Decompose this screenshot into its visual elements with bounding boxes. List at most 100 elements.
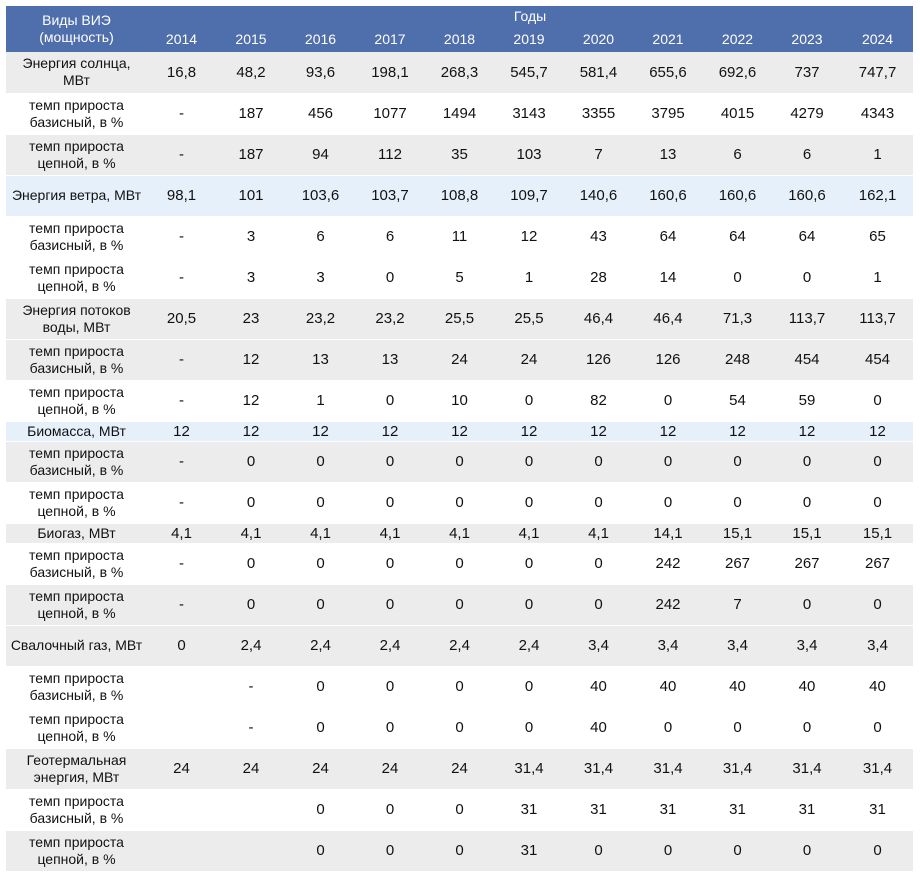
cell-2017: 24 <box>381 760 399 777</box>
cell-2020: 3,4 <box>588 637 609 654</box>
cell-2014: 20,5 <box>166 310 197 327</box>
cell-2024: 1 <box>873 146 882 163</box>
cell-2021: 31 <box>659 801 677 818</box>
table-body: Энергия солнца, МВт 16,8 48,2 93,6 198,1 268,… <box>6 52 914 871</box>
growth-rate-row: темп прироста цепной, в % - 0 0 0 0 0 0 242 7 0 0 <box>6 584 914 625</box>
cell-2023: 267 <box>794 555 820 572</box>
energy-row: Энергия ветра, МВт 98,1 101 103,6 103,7 108,8… <box>6 175 914 216</box>
cell-2023: 0 <box>802 842 812 859</box>
cell-2019: 1 <box>524 269 534 286</box>
row-label: темп прироста базисный, в % <box>29 669 124 703</box>
cell-2018: 0 <box>455 719 464 736</box>
cell-2015: 0 <box>246 494 256 511</box>
cell-2018: 108,8 <box>440 187 479 204</box>
cell-2019: 31 <box>520 842 538 859</box>
cell-2017: 13 <box>381 351 399 368</box>
cell-2015: 4,1 <box>240 524 262 542</box>
growth-rate-row: темп прироста базисный, в % - 12 13 13 24 24 12… <box>6 339 914 380</box>
cell-2018: 268,3 <box>440 63 479 81</box>
cell-2015: 24 <box>242 760 260 777</box>
cell-2023: 0 <box>802 269 812 286</box>
cell-2015: 12 <box>242 392 260 409</box>
cell-2017: 23,2 <box>375 310 405 327</box>
cell-2015: 0 <box>246 453 256 470</box>
row-label: Биомасса, МВт <box>27 422 126 439</box>
cell-2020: 31 <box>590 801 607 818</box>
cell-2024: 0 <box>873 596 882 613</box>
cell-2024: 40 <box>869 678 886 695</box>
cell-2016: 93,6 <box>305 63 336 81</box>
cell-2018: 0 <box>455 596 464 613</box>
cell-2024: 267 <box>865 555 891 572</box>
cell-2015: 23 <box>242 310 260 327</box>
cell-2024: 0 <box>873 392 882 409</box>
row-label: Энергия солнца, МВт <box>22 55 131 89</box>
energy-row: Биогаз, МВт 4,1 4,1 4,1 4,1 4,1 4,1 4,1 14,1 15,1… <box>6 523 914 543</box>
cell-2019: 2,4 <box>518 637 540 654</box>
cell-2020: 28 <box>590 269 607 286</box>
cell-2016: 456 <box>307 105 334 122</box>
cell-2023: 40 <box>798 678 816 695</box>
cell-2022: 6 <box>733 146 742 163</box>
cell-2016: 12 <box>312 422 329 440</box>
cell-2019: 103 <box>516 146 542 163</box>
growth-rate-row: темп прироста базисный, в % - 187 456 1077 14… <box>6 93 914 134</box>
cell-2022: 3,4 <box>727 637 748 654</box>
cell-2024: 0 <box>873 494 882 511</box>
cell-2017: 0 <box>385 719 395 736</box>
cell-2019: 0 <box>524 494 534 511</box>
cell-2021: 0 <box>663 842 673 859</box>
cell-2024: 15,1 <box>862 524 893 542</box>
cell-2022: 71,3 <box>722 310 753 327</box>
cell-2017: 0 <box>385 453 395 470</box>
cell-2014: - <box>179 494 184 511</box>
cell-2018: 5 <box>455 269 464 286</box>
cell-2023: 31,4 <box>792 760 822 777</box>
cell-2014: - <box>179 351 184 368</box>
cell-2018: 11 <box>451 228 468 245</box>
growth-rate-row: темп прироста базисный, в % - 0 0 0 0 40 40 40 40… <box>6 666 914 707</box>
cell-2018: 12 <box>451 422 468 440</box>
energy-row: Биомасса, МВт 12 12 12 12 12 12 12 12 12 12 12 <box>6 421 914 441</box>
cell-2018: 10 <box>451 392 468 409</box>
cell-2016: 13 <box>312 351 329 368</box>
cell-2024: 4343 <box>860 105 895 122</box>
cell-2020: 31,4 <box>583 760 614 777</box>
type-column-header-text: Виды ВИЭ (мощность) <box>39 12 114 45</box>
cell-2019: 31,4 <box>514 760 544 777</box>
cell-2017: 0 <box>385 555 395 572</box>
cell-2024: 3,4 <box>867 637 888 654</box>
row-label: темп прироста цепной, в % <box>29 137 124 171</box>
cell-2015: 3 <box>246 228 256 245</box>
cell-2021: 3,4 <box>657 637 679 654</box>
cell-2017: 12 <box>381 422 399 440</box>
renewable-energy-table: Виды ВИЭ (мощность) Годы 2014 2015 2016 201… <box>6 6 914 872</box>
cell-2018: 0 <box>455 555 464 572</box>
cell-2020: 43 <box>590 228 607 245</box>
row-label: темп прироста базисный, в % <box>29 546 124 580</box>
cell-2016: 2,4 <box>310 637 331 654</box>
cell-2022: 7 <box>733 596 742 613</box>
cell-2015: 12 <box>242 351 260 368</box>
growth-rate-row: темп прироста цепной, в % - 187 94 112 35 103 7… <box>6 134 914 175</box>
cell-2022: 4015 <box>720 105 755 122</box>
cell-2017: 0 <box>385 842 395 859</box>
cell-2014: - <box>179 146 184 163</box>
cell-2018: 24 <box>451 760 468 777</box>
growth-rate-row: темп прироста цепной, в % 0 0 0 31 0 0 0 0 0 <box>6 830 914 871</box>
cell-2014 <box>147 789 216 830</box>
growth-rate-row: темп прироста базисный, в % 0 0 0 31 31 31 31 31… <box>6 789 914 830</box>
cell-2020: 126 <box>585 351 612 368</box>
cell-2018: 35 <box>451 146 468 163</box>
cell-2023: 0 <box>802 596 812 613</box>
row-label: Геотермальная энергия, МВт <box>26 751 127 785</box>
cell-2024: 0 <box>873 453 882 470</box>
cell-2014: 98,1 <box>166 187 197 204</box>
cell-2019: 0 <box>524 678 534 695</box>
cell-2015: - <box>248 678 254 695</box>
cell-2020: 40 <box>590 719 607 736</box>
cell-2017: 0 <box>385 494 395 511</box>
year-header-2021: 2021 <box>633 31 703 52</box>
cell-2020: 7 <box>594 146 603 163</box>
cell-2019: 109,7 <box>510 187 548 204</box>
